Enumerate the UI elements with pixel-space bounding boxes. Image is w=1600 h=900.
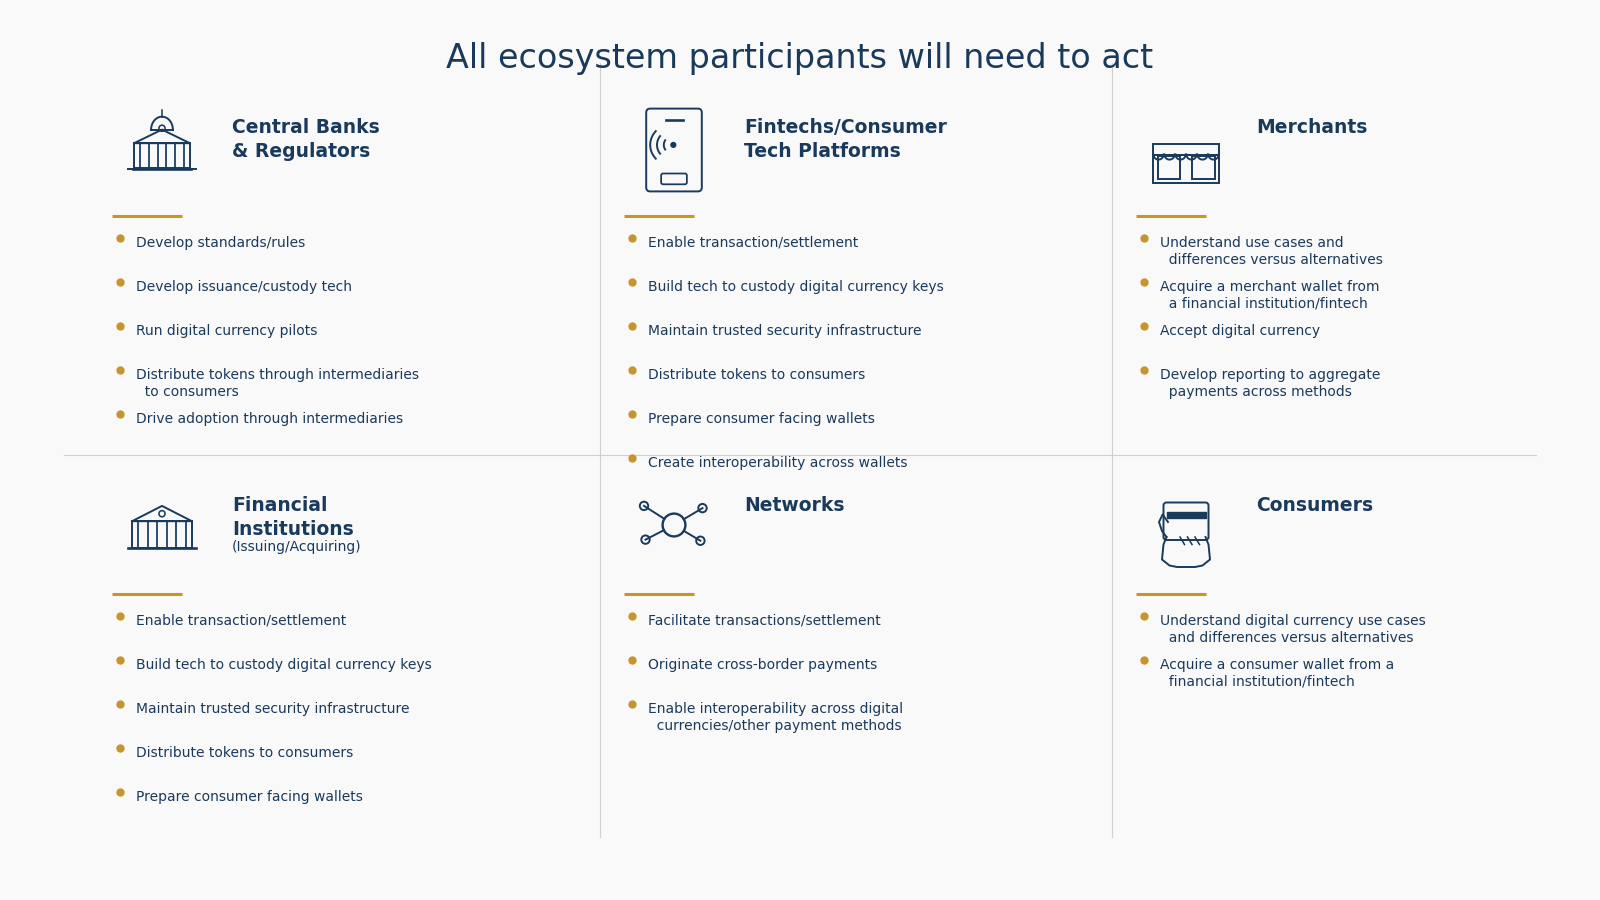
Bar [1154,144,1219,155]
Text: Drive adoption through intermediaries: Drive adoption through intermediaries [136,412,403,426]
Text: Acquire a merchant wallet from
  a financial institution/fintech: Acquire a merchant wallet from a financi… [1160,280,1379,310]
Text: Distribute tokens to consumers: Distribute tokens to consumers [648,368,866,382]
Text: Maintain trusted security infrastructure: Maintain trusted security infrastructure [136,702,410,716]
Bar [1154,155,1219,183]
Text: Understand use cases and
  differences versus alternatives: Understand use cases and differences ver… [1160,236,1382,266]
Text: Networks: Networks [744,496,845,515]
Bar [1157,156,1181,178]
Text: Distribute tokens through intermediaries
  to consumers: Distribute tokens through intermediaries… [136,368,419,399]
Circle shape [670,142,675,148]
Text: Financial
Institutions: Financial Institutions [232,496,354,539]
Text: Develop reporting to aggregate
  payments across methods: Develop reporting to aggregate payments … [1160,368,1381,399]
Text: Accept digital currency: Accept digital currency [1160,324,1320,338]
Text: Build tech to custody digital currency keys: Build tech to custody digital currency k… [648,280,944,294]
Text: Fintechs/Consumer
Tech Platforms: Fintechs/Consumer Tech Platforms [744,118,947,161]
Text: All ecosystem participants will need to act: All ecosystem participants will need to … [446,42,1154,76]
Text: Originate cross-border payments: Originate cross-border payments [648,658,877,672]
Text: Merchants: Merchants [1256,118,1368,137]
Text: Enable transaction/settlement: Enable transaction/settlement [136,614,346,628]
Text: Run digital currency pilots: Run digital currency pilots [136,324,317,338]
Bar [1192,156,1214,178]
Text: Maintain trusted security infrastructure: Maintain trusted security infrastructure [648,324,922,338]
Text: Develop standards/rules: Develop standards/rules [136,236,306,250]
Text: Consumers: Consumers [1256,496,1373,515]
Text: Create interoperability across wallets: Create interoperability across wallets [648,456,907,470]
Bar [134,143,190,167]
Text: Enable interoperability across digital
  currencies/other payment methods: Enable interoperability across digital c… [648,702,902,733]
Text: Understand digital currency use cases
  and differences versus alternatives: Understand digital currency use cases an… [1160,614,1426,644]
Text: Prepare consumer facing wallets: Prepare consumer facing wallets [648,412,875,426]
Text: Prepare consumer facing wallets: Prepare consumer facing wallets [136,790,363,804]
Text: Build tech to custody digital currency keys: Build tech to custody digital currency k… [136,658,432,672]
Text: Develop issuance/custody tech: Develop issuance/custody tech [136,280,352,294]
Text: Central Banks
& Regulators: Central Banks & Regulators [232,118,379,161]
Bar [133,521,192,548]
Text: Facilitate transactions/settlement: Facilitate transactions/settlement [648,614,880,628]
Text: (Issuing/Acquiring): (Issuing/Acquiring) [232,540,362,554]
Text: Enable transaction/settlement: Enable transaction/settlement [648,236,858,250]
Text: Acquire a consumer wallet from a
  financial institution/fintech: Acquire a consumer wallet from a financi… [1160,658,1394,688]
Text: Distribute tokens to consumers: Distribute tokens to consumers [136,746,354,760]
